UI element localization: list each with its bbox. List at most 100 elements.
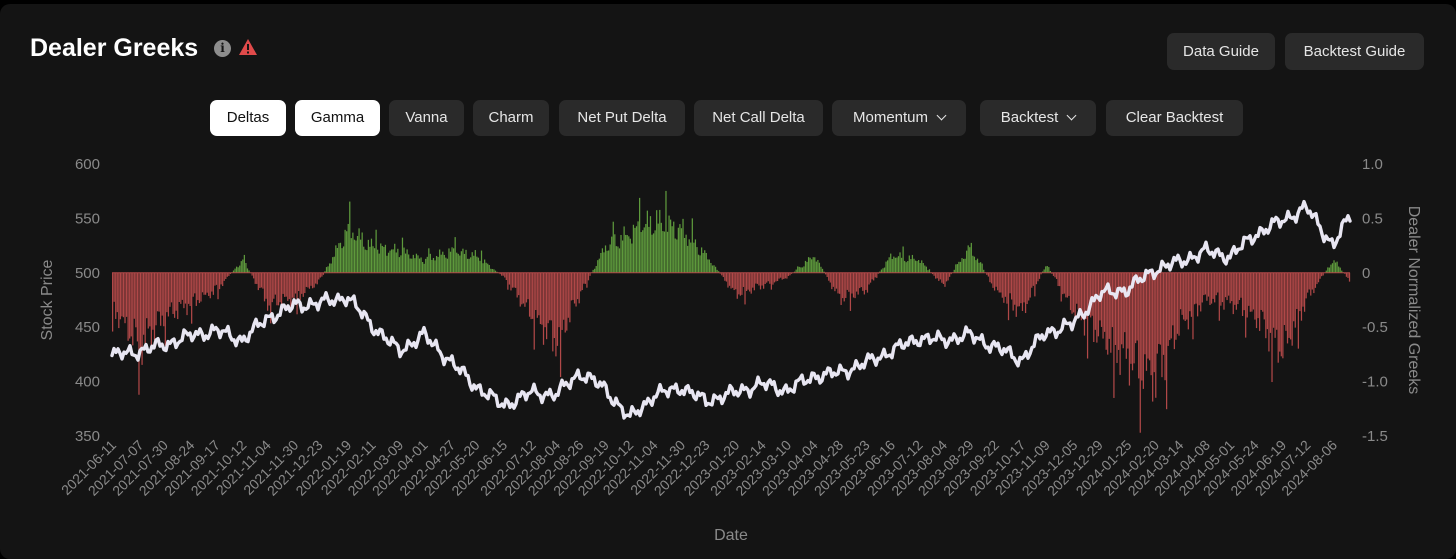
info-icon[interactable]: i: [214, 40, 231, 57]
greek-bar: [626, 234, 628, 273]
greek-bar: [174, 272, 176, 318]
greek-bar: [473, 255, 475, 273]
momentum-dropdown[interactable]: Momentum: [832, 100, 966, 136]
toggle-vanna-button[interactable]: Vanna: [389, 100, 464, 136]
greek-bar: [1266, 272, 1268, 330]
greek-bar: [479, 260, 481, 273]
greek-bar: [676, 239, 678, 273]
greek-bar: [1214, 272, 1216, 303]
greek-bar: [997, 272, 999, 291]
backtest-dropdown[interactable]: Backtest: [980, 100, 1096, 136]
greek-bar: [1088, 272, 1090, 315]
greek-bar: [572, 272, 574, 300]
toggle-gamma-button[interactable]: Gamma: [295, 100, 380, 136]
greek-bar: [395, 252, 397, 273]
greek-bar: [1104, 272, 1106, 332]
greek-bar: [873, 272, 875, 281]
greek-bar: [1035, 272, 1038, 285]
greek-bar: [1161, 272, 1163, 378]
greek-bar: [164, 272, 166, 346]
greek-bar: [1348, 272, 1351, 282]
greek-bar: [277, 272, 280, 306]
toggle-net-put-delta-button[interactable]: Net Put Delta: [559, 100, 685, 136]
greek-bar: [378, 253, 380, 273]
toggle-deltas-button[interactable]: Deltas: [210, 100, 286, 136]
greek-bar: [1189, 272, 1191, 312]
greek-bar: [621, 240, 624, 273]
greek-bar: [1113, 272, 1115, 398]
toggle-charm-button[interactable]: Charm: [473, 100, 549, 136]
greek-bar: [888, 257, 890, 273]
greek-bar: [1334, 262, 1337, 273]
greek-bar: [260, 272, 263, 288]
greek-bar: [208, 272, 210, 296]
greek-bar: [282, 272, 284, 294]
greek-bar: [435, 255, 438, 273]
toggle-net-call-delta-button[interactable]: Net Call Delta: [694, 100, 823, 136]
greek-bar: [192, 272, 194, 297]
greek-bar: [962, 258, 965, 273]
greek-bar: [525, 272, 528, 303]
greek-bar: [701, 247, 703, 273]
greek-bar: [1269, 272, 1272, 333]
greek-bar: [153, 272, 156, 340]
greek-bar: [685, 234, 687, 273]
warning-icon[interactable]: [238, 38, 258, 56]
greek-bar: [586, 272, 588, 288]
greek-bar: [671, 226, 673, 273]
greek-bar: [1347, 272, 1349, 278]
greek-bar: [789, 272, 791, 276]
greek-bar: [392, 249, 394, 273]
greek-bar: [1057, 272, 1059, 286]
greek-bar: [293, 272, 295, 302]
greek-bar: [538, 272, 540, 316]
greek-bar: [257, 272, 259, 291]
greek-bar: [146, 272, 148, 319]
greek-bar: [541, 272, 543, 325]
greek-bar: [1082, 272, 1084, 319]
greek-bar: [1080, 272, 1082, 321]
greek-bar: [973, 256, 976, 273]
greek-bar: [1330, 264, 1332, 273]
y2-tick-label: 0: [1362, 265, 1370, 282]
greek-bar: [370, 238, 373, 273]
greek-bar: [346, 231, 348, 273]
greek-bar: [950, 272, 952, 275]
greek-bar: [1155, 272, 1157, 398]
greek-bar: [1004, 272, 1007, 297]
clear-backtest-button[interactable]: Clear Backtest: [1106, 100, 1243, 136]
greek-bar: [1110, 272, 1112, 353]
data-guide-button[interactable]: Data Guide: [1167, 33, 1275, 70]
greek-bar: [800, 267, 802, 273]
greek-bar: [688, 239, 690, 273]
greek-bar: [573, 272, 576, 304]
greek-bar: [559, 272, 562, 378]
greek-bar: [643, 227, 645, 273]
greek-bar: [852, 272, 855, 298]
greek-bar: [1190, 272, 1193, 317]
greek-bar: [707, 259, 709, 273]
greek-bar: [1063, 272, 1065, 294]
greek-bar: [773, 272, 776, 283]
greek-bar: [949, 272, 951, 277]
greek-bar: [651, 234, 653, 273]
greek-bar: [341, 248, 343, 273]
greek-bar: [741, 272, 743, 295]
greek-bar: [1162, 272, 1165, 355]
greek-bar: [1040, 272, 1042, 275]
greek-bar: [186, 272, 188, 316]
greek-bar: [1262, 272, 1264, 312]
greek-bar: [366, 250, 368, 273]
greek-bar: [1125, 272, 1127, 359]
greek-bar: [1012, 272, 1014, 311]
greek-bar: [200, 272, 202, 302]
backtest-guide-button[interactable]: Backtest Guide: [1285, 33, 1424, 70]
greek-bar: [118, 272, 120, 329]
stock-price-line: [110, 199, 1352, 420]
greek-bar: [600, 252, 602, 273]
greek-bar: [1255, 272, 1258, 329]
greek-bar: [462, 248, 464, 273]
greek-bar: [770, 272, 772, 290]
greek-bar: [262, 272, 264, 289]
greek-bar: [276, 272, 278, 306]
